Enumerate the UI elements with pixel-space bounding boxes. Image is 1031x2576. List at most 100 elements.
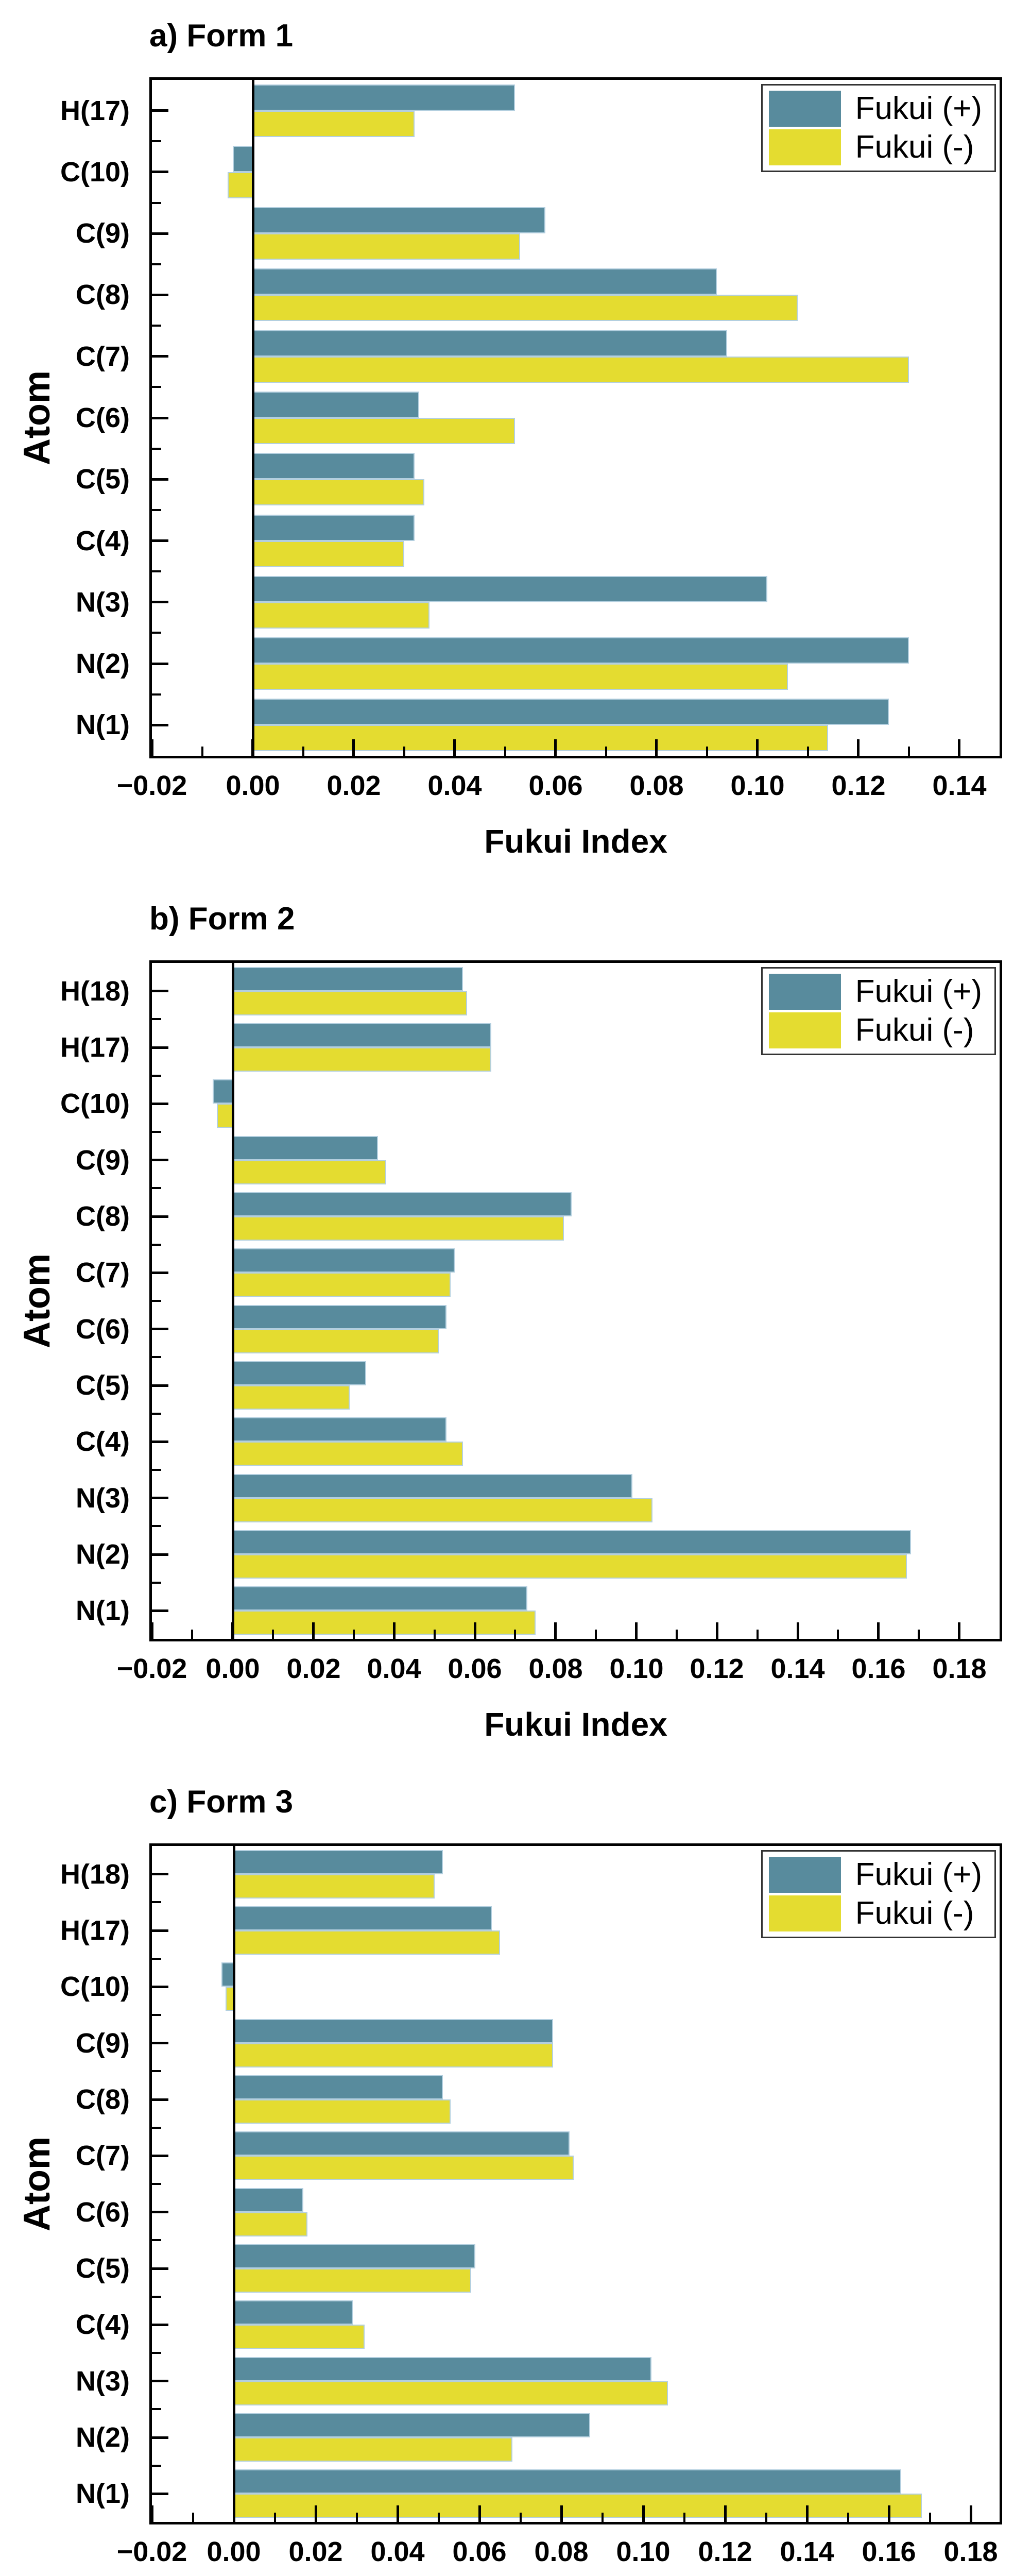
y-axis-tick <box>152 1272 168 1274</box>
bar-fukui-minus <box>234 1874 435 1899</box>
legend-item: Fukui (+) <box>768 1857 982 1893</box>
x-tick-label: 0.14 <box>780 2536 834 2567</box>
bar-fukui-plus <box>232 1136 378 1160</box>
bar-fukui-minus <box>234 2212 308 2236</box>
x-axis-tick <box>797 1622 799 1639</box>
bar-fukui-minus <box>234 2325 365 2349</box>
panel-title: a) Form 1 <box>149 18 294 54</box>
bar-fukui-plus <box>234 1850 443 1874</box>
y-axis-minor-tick <box>152 386 161 388</box>
y-axis-minor-tick <box>152 1356 161 1358</box>
x-axis-minor-tick <box>757 1630 759 1639</box>
legend-item: Fukui (+) <box>768 974 982 1010</box>
y-axis-tick <box>152 724 168 726</box>
y-axis-minor-tick <box>152 2183 161 2185</box>
y-axis-minor-tick <box>152 2352 161 2354</box>
x-axis-tick <box>655 739 658 756</box>
x-tick-label: 0.04 <box>367 1653 421 1684</box>
bar-fukui-minus <box>252 418 515 444</box>
legend-swatch-fukui-minus <box>768 1895 841 1931</box>
bar-fukui-plus <box>252 330 727 357</box>
y-axis-minor-tick <box>152 140 161 142</box>
legend-label: Fukui (+) <box>855 1857 982 1892</box>
x-axis-tick <box>642 2505 645 2522</box>
x-axis-tick <box>251 739 254 756</box>
category-label: N(3) <box>76 587 130 618</box>
y-axis-minor-tick <box>152 509 161 511</box>
bar-fukui-plus <box>234 1906 492 1930</box>
category-label: C(6) <box>76 2197 130 2228</box>
bar-fukui-minus <box>234 2268 472 2293</box>
legend: Fukui (+) Fukui (-) <box>761 1850 996 1938</box>
x-tick-label: 0.16 <box>862 2536 916 2567</box>
x-tick-label: 0.00 <box>207 2536 261 2567</box>
x-axis-minor-tick <box>353 1630 355 1639</box>
x-axis-title: Fukui Index <box>484 1706 667 1743</box>
bar-fukui-plus <box>252 575 767 602</box>
y-axis-minor-tick <box>152 1413 161 1415</box>
plot-area: Fukui (+) Fukui (-) <box>149 1843 1002 2524</box>
y-axis-tick <box>152 990 168 992</box>
x-axis-tick <box>724 2505 727 2522</box>
zero-line <box>252 80 254 756</box>
category-label: H(17) <box>60 1032 130 1063</box>
legend-swatch-fukui-minus <box>768 129 841 165</box>
y-axis-tick <box>152 1986 168 1988</box>
bar-fukui-plus <box>232 1473 632 1498</box>
x-axis-minor-tick <box>403 747 405 756</box>
category-label: N(3) <box>76 1483 130 1514</box>
bar-fukui-plus <box>232 1304 446 1329</box>
bar-fukui-minus <box>252 233 520 260</box>
y-axis-minor-tick <box>152 1582 161 1584</box>
x-axis-minor-tick <box>765 2513 767 2522</box>
bar-fukui-minus <box>232 1554 907 1579</box>
y-axis-minor-tick <box>152 570 161 572</box>
y-axis-tick <box>152 478 168 481</box>
x-tick-label: 0.02 <box>327 770 381 801</box>
category-label: N(1) <box>76 1595 130 1626</box>
category-label: H(17) <box>60 95 130 126</box>
bar-fukui-plus <box>232 1586 527 1611</box>
y-axis-tick <box>152 1929 168 1932</box>
chart-panel-form2: b) Form 2 Fukui (+) Fukui (-) H(18) H(17) C(1… <box>0 883 1031 1766</box>
y-axis-minor-tick <box>152 1469 161 1471</box>
category-label: N(1) <box>76 709 130 740</box>
y-axis-minor-tick <box>152 1187 161 1189</box>
x-axis-minor-tick <box>434 1630 436 1639</box>
x-tick-label: 0.10 <box>609 1653 664 1684</box>
y-axis-tick <box>152 539 168 542</box>
x-axis-minor-tick <box>706 747 708 756</box>
legend: Fukui (+) Fukui (-) <box>761 967 996 1055</box>
legend-item: Fukui (-) <box>768 1012 982 1048</box>
x-axis-tick <box>958 739 960 756</box>
y-axis-minor-tick <box>152 1244 161 1246</box>
y-axis-tick <box>152 1159 168 1161</box>
y-axis-tick <box>152 1609 168 1612</box>
y-axis-minor-tick <box>152 1018 161 1020</box>
x-tick-label: 0.02 <box>288 2536 343 2567</box>
y-axis-tick <box>152 1046 168 1049</box>
x-tick-label: 0.12 <box>690 1653 744 1684</box>
y-axis-tick <box>152 601 168 603</box>
x-tick-label: 0.14 <box>770 1653 825 1684</box>
x-axis-tick <box>635 1622 638 1639</box>
category-label: C(4) <box>76 526 130 556</box>
x-axis-minor-tick <box>272 1630 274 1639</box>
bar-fukui-plus <box>252 207 545 234</box>
x-tick-label: 0.18 <box>943 2536 998 2567</box>
bar-fukui-minus <box>234 2494 922 2518</box>
y-axis-minor-tick <box>152 1525 161 1527</box>
x-axis-tick <box>312 1622 315 1639</box>
x-tick-label: 0.12 <box>698 2536 752 2567</box>
category-label: C(7) <box>76 341 130 372</box>
x-axis-tick <box>554 1622 557 1639</box>
y-axis-title: Atom <box>16 1253 58 1348</box>
bar-fukui-minus <box>234 1930 501 1955</box>
legend-label: Fukui (+) <box>855 91 982 126</box>
x-axis-tick <box>151 739 153 756</box>
y-axis-tick <box>152 171 168 173</box>
zero-line <box>232 963 234 1639</box>
category-label: C(6) <box>76 1314 130 1345</box>
x-axis-minor-tick <box>602 2513 604 2522</box>
y-axis-minor-tick <box>152 448 161 450</box>
